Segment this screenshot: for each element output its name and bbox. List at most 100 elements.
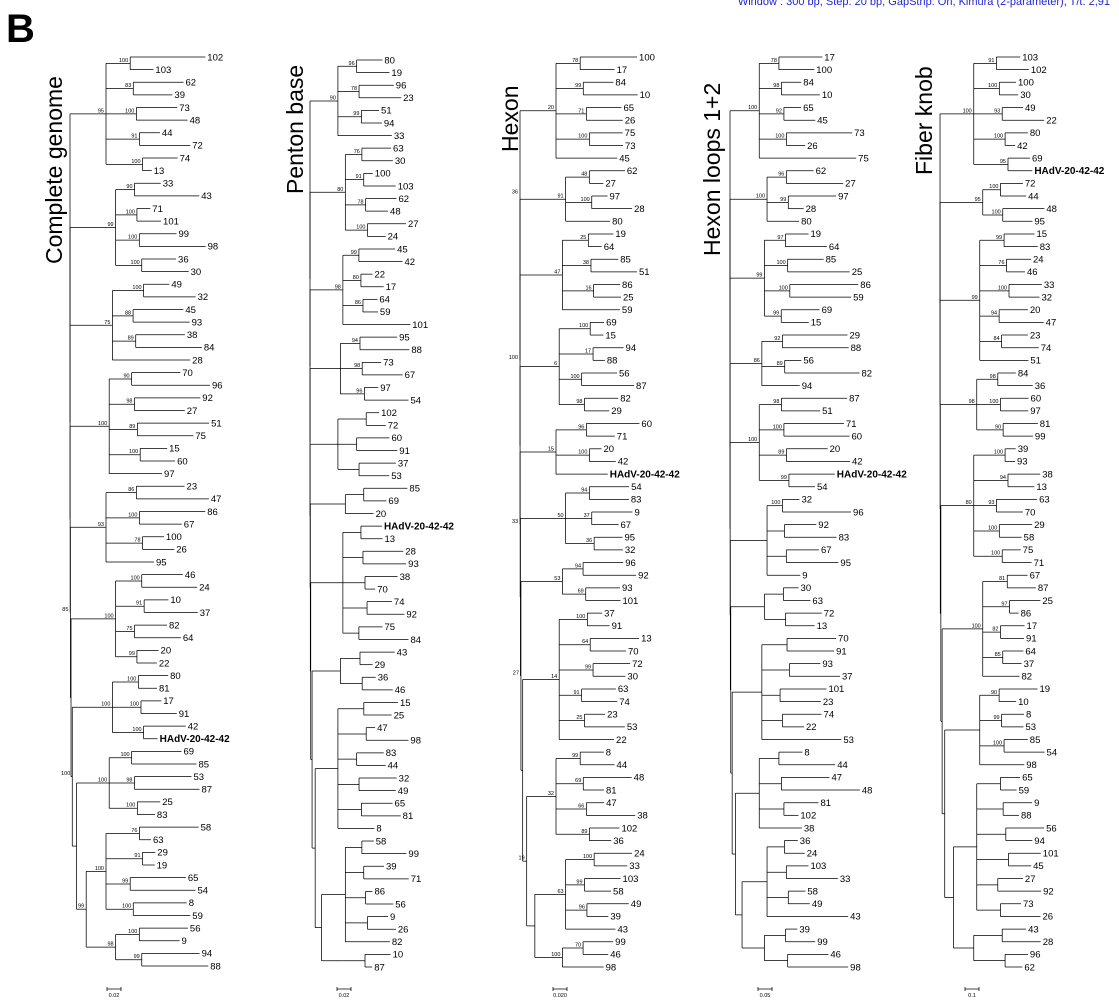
leaf-label: 24	[1033, 255, 1044, 266]
leaf-label: 32	[1041, 292, 1052, 303]
leaf-label: 103	[623, 874, 639, 885]
leaf-label: 39	[386, 862, 397, 873]
tree-hexon-loops: Hexon loops 1+2 789892100100969910097100…	[699, 52, 907, 999]
scale-bar-label: 0.02	[109, 993, 120, 999]
leaf-label: 13	[817, 621, 828, 632]
leaf-label: 99	[408, 849, 419, 860]
bootstrap-value: 100	[128, 929, 137, 935]
leaf-label: 23	[823, 697, 834, 708]
bootstrap-value: 15	[548, 446, 554, 452]
leaf-label: 9	[182, 936, 187, 947]
leaf-label: 65	[188, 873, 199, 884]
leaf-label: 58	[376, 836, 387, 847]
bootstrap-value: 100	[988, 525, 997, 531]
leaf-label: 87	[202, 785, 213, 796]
leaf-label: 43	[201, 191, 212, 202]
leaf-label: 64	[379, 295, 390, 306]
leaf-label: 84	[410, 635, 421, 646]
leaf-label: 91	[612, 621, 623, 632]
bootstrap-value: 33	[512, 519, 518, 525]
bootstrap-value: 88	[125, 310, 131, 316]
bootstrap-value: 98	[107, 942, 113, 948]
leaf-label: 98	[410, 736, 421, 747]
bootstrap-value: 91	[136, 601, 142, 607]
bootstrap-value: 100	[132, 285, 141, 291]
leaf-label: 83	[386, 748, 397, 759]
bootstrap-value: 100	[748, 105, 757, 111]
leaf-label: 9	[1034, 798, 1039, 809]
leaf-label: 91	[836, 646, 847, 657]
leaf-label: 81	[159, 684, 170, 695]
bootstrap-value: 17	[585, 349, 591, 355]
leaf-label: 17	[1027, 621, 1038, 632]
leaf-label: 8	[606, 747, 611, 758]
bootstrap-value: 48	[581, 172, 587, 178]
tree-title: Penton base	[282, 65, 308, 194]
leaf-label: 93	[408, 559, 419, 570]
bootstrap-value: 97	[777, 235, 783, 241]
leaf-label: 85	[409, 484, 420, 495]
leaf-label: 19	[615, 229, 626, 240]
bootstrap-value: 80	[337, 187, 343, 193]
leaf-label: 94	[1034, 836, 1045, 847]
leaf-label: 15	[400, 698, 411, 709]
leaf-label: 82	[392, 937, 403, 948]
leaf-label: 32	[198, 292, 209, 303]
bootstrap-value: 94	[581, 488, 587, 494]
bootstrap-value: 96	[578, 424, 584, 430]
leaf-label: 17	[617, 65, 628, 76]
leaf-label: 51	[1030, 356, 1041, 367]
leaf-label: 86	[375, 887, 386, 898]
leaf-label: 51	[822, 406, 833, 417]
bootstrap-value: 100	[551, 952, 560, 958]
bootstrap-value: 98	[990, 374, 996, 380]
leaf-label: 96	[396, 80, 407, 91]
bootstrap-value: 100	[122, 904, 131, 910]
leaf-label: 85	[826, 255, 837, 266]
leaf-label: 103	[155, 65, 171, 76]
leaf-label: 85	[199, 759, 210, 770]
bootstrap-value: 99	[993, 715, 999, 721]
leaf-label: 20	[830, 444, 841, 455]
leaf-label: 54	[198, 886, 209, 897]
bootstrap-value: 91	[988, 58, 994, 64]
leaf-label: 47	[831, 773, 842, 784]
leaf-label: 54	[410, 395, 421, 406]
leaf-label: 86	[622, 280, 633, 291]
bootstrap-value: 53	[554, 576, 560, 582]
leaf-label: 17	[824, 52, 835, 63]
leaf-label: 73	[854, 128, 865, 139]
leaf-label: 20	[161, 646, 172, 657]
leaf-label: 67	[620, 520, 631, 531]
bootstrap-value: 83	[125, 83, 131, 89]
leaf-label: 103	[1022, 52, 1038, 63]
leaf-label: 32	[801, 495, 812, 506]
leaf-label: 87	[1038, 583, 1049, 594]
scale-bar-label: 0.05	[760, 993, 771, 999]
bootstrap-value: 20	[548, 105, 554, 111]
bootstrap-value: 100	[578, 450, 587, 456]
leaf-label: 13	[1036, 482, 1047, 493]
bootstrap-value: 100	[95, 866, 104, 872]
bootstrap-value: 66	[578, 804, 584, 810]
leaf-label: 99	[179, 229, 190, 240]
bootstrap-value: 6	[554, 361, 557, 367]
bootstrap-value: 99	[575, 83, 581, 89]
bootstrap-value: 76	[354, 149, 360, 155]
bootstrap-value: 100	[130, 702, 139, 708]
bootstrap-value: 16	[585, 285, 591, 291]
leaf-label: 98	[1026, 760, 1037, 771]
leaf-label: 27	[187, 406, 198, 417]
leaf-label: 26	[625, 115, 636, 126]
leaf-label: 88	[1021, 811, 1032, 822]
bootstrap-value: 100	[131, 575, 140, 581]
leaf-label: 92	[818, 520, 829, 531]
tree-penton-base: Penton base 9678999076917810080998086989…	[282, 55, 454, 999]
leaf-label: 59	[380, 307, 391, 318]
leaf-label: 60	[851, 431, 862, 442]
bootstrap-value: 100	[131, 159, 140, 165]
leaf-label: 44	[617, 760, 628, 771]
bootstrap-value: 99	[353, 111, 359, 117]
leaf-label: 53	[1025, 722, 1036, 733]
leaf-label: 13	[154, 166, 165, 177]
